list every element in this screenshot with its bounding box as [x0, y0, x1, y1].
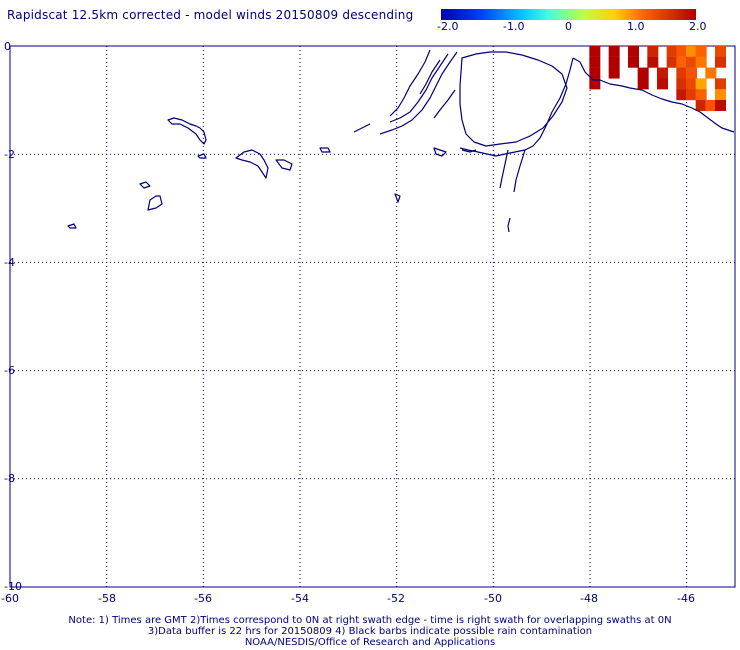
y-tick-0: 0: [4, 40, 11, 53]
island-west-9: [394, 193, 401, 203]
wind-cell-31: [715, 78, 726, 90]
wind-cell-28: [676, 78, 688, 90]
wind-cell-24: [705, 67, 717, 79]
wind-cell-25: [589, 78, 601, 90]
wind-cell-37: [705, 100, 717, 112]
wind-cell-38: [715, 100, 726, 112]
y-tick-neg2: -2: [4, 148, 15, 161]
plot-frame: [9, 45, 736, 588]
island-west-7: [147, 195, 163, 211]
channel-4: [433, 89, 456, 119]
x-tick-neg56: -56: [194, 592, 212, 605]
colorbar-label-neg1: -1.0: [503, 20, 525, 33]
wind-cell-6: [686, 45, 697, 57]
island-west-2: [197, 153, 207, 159]
wind-cell-29: [686, 78, 697, 90]
map-title: Rapidscat 12.5km corrected - model winds…: [7, 8, 414, 22]
island-west-5: [319, 147, 331, 153]
island-west-8: [67, 223, 77, 229]
marajo-island: [459, 51, 568, 147]
wind-cells: [589, 45, 726, 112]
colorbar-label-0: 0: [565, 20, 572, 33]
wind-cell-34: [695, 89, 707, 101]
wind-cell-4: [666, 45, 678, 57]
x-tick-neg60: -60: [1, 592, 19, 605]
x-tick-neg54: -54: [291, 592, 309, 605]
colorbar-label-2: 2.0: [689, 20, 707, 33]
wind-cell-21: [657, 67, 668, 79]
wind-cell-14: [676, 56, 688, 68]
y-tick-neg10: -10: [4, 580, 22, 593]
wind-cell-19: [608, 67, 620, 79]
wind-cell-3: [647, 45, 659, 57]
wind-cell-9: [589, 56, 601, 68]
wind-cell-33: [686, 89, 697, 101]
wind-cell-17: [715, 56, 726, 68]
islet-1: [433, 147, 447, 157]
wind-cell-23: [686, 67, 697, 79]
wind-cell-11: [628, 56, 639, 68]
wind-cell-20: [637, 67, 649, 79]
y-tick-neg8: -8: [4, 472, 15, 485]
islet-2: [461, 149, 477, 153]
wind-cell-10: [608, 56, 620, 68]
y-tick-neg6: -6: [4, 364, 15, 377]
x-tick-neg48: -48: [580, 592, 598, 605]
wind-cell-15: [686, 56, 697, 68]
wind-cell-36: [695, 100, 707, 112]
wind-cell-5: [676, 45, 688, 57]
island-west-1: [167, 117, 207, 145]
colorbar-label-neg2: -2.0: [437, 20, 459, 33]
island-west-3: [235, 149, 269, 179]
tocantins: [507, 217, 511, 233]
amapa-coast: [389, 49, 431, 117]
wind-cell-16: [695, 56, 707, 68]
island-west-6: [139, 181, 151, 189]
para-river: [513, 149, 526, 193]
island-west-10: [353, 123, 371, 133]
wind-cell-12: [647, 56, 659, 68]
grid-lines: [9, 45, 735, 588]
wind-cell-13: [666, 56, 678, 68]
wind-cell-26: [637, 78, 649, 90]
channel-2: [389, 53, 449, 123]
coast-south: [459, 57, 574, 157]
wind-cell-32: [676, 89, 688, 101]
note-line-3: NOAA/NESDIS/Office of Research and Appli…: [244, 637, 496, 648]
island-west-4: [275, 159, 293, 171]
wind-cell-1: [608, 45, 620, 57]
footnotes: Note: 1) Times are GMT 2)Times correspon…: [0, 615, 740, 648]
x-tick-neg50: -50: [484, 592, 502, 605]
colorbar: [441, 9, 696, 20]
wind-cell-35: [715, 89, 726, 101]
y-tick-neg4: -4: [4, 256, 15, 269]
coastline: [67, 49, 735, 233]
channel-3: [419, 59, 441, 95]
wind-cell-0: [589, 45, 601, 57]
colorbar-label-1: 1.0: [627, 20, 645, 33]
wind-cell-22: [676, 67, 688, 79]
wind-cell-2: [628, 45, 639, 57]
note-line-2: 3)Data buffer is 22 hrs for 20150809 4) …: [147, 626, 593, 637]
x-tick-neg46: -46: [677, 592, 695, 605]
wind-cell-18: [589, 67, 601, 79]
wind-cell-7: [695, 45, 707, 57]
x-tick-neg52: -52: [387, 592, 405, 605]
note-line-1: Note: 1) Times are GMT 2)Times correspon…: [68, 615, 672, 626]
wind-cell-30: [695, 78, 707, 90]
coast-east: [572, 57, 735, 133]
wind-cell-8: [715, 45, 726, 57]
channel-1: [379, 51, 458, 135]
para-river-2: [499, 149, 509, 189]
x-tick-neg58: -58: [98, 592, 116, 605]
wind-cell-27: [657, 78, 668, 90]
